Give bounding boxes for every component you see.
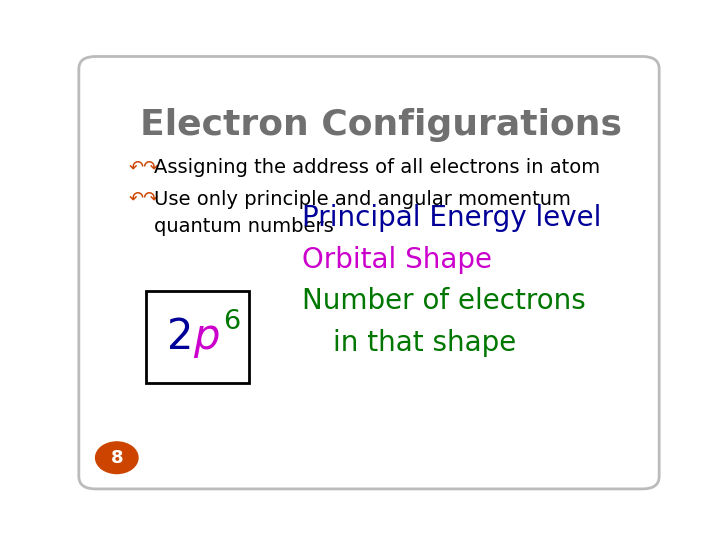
Text: Assigning the address of all electrons in atom: Assigning the address of all electrons i… bbox=[154, 158, 600, 177]
Text: Number of electrons: Number of electrons bbox=[302, 287, 586, 315]
Text: Orbital Shape: Orbital Shape bbox=[302, 246, 492, 274]
Text: 8: 8 bbox=[110, 449, 123, 467]
Text: Electron Configurations: Electron Configurations bbox=[140, 109, 622, 143]
Text: quantum numbers: quantum numbers bbox=[154, 217, 334, 235]
Text: 2: 2 bbox=[167, 316, 194, 358]
Text: 6: 6 bbox=[222, 308, 240, 335]
Circle shape bbox=[96, 442, 138, 474]
Text: Principal Energy level: Principal Energy level bbox=[302, 204, 601, 232]
Text: ↶↷: ↶↷ bbox=[129, 190, 159, 207]
FancyBboxPatch shape bbox=[79, 57, 660, 489]
Text: ↶↷: ↶↷ bbox=[129, 158, 159, 177]
Text: p: p bbox=[193, 316, 220, 358]
Text: Use only principle and angular momentum: Use only principle and angular momentum bbox=[154, 190, 571, 208]
Bar bbox=[145, 292, 249, 383]
Text: in that shape: in that shape bbox=[333, 329, 516, 357]
